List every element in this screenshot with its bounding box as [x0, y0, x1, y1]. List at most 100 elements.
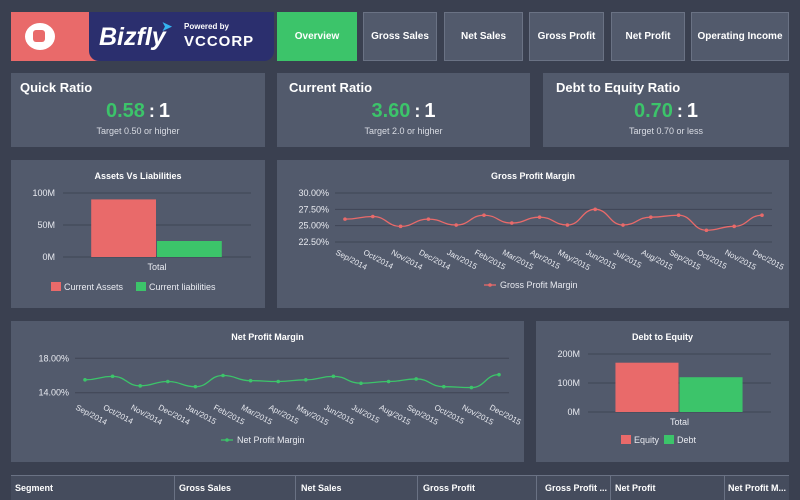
brand-name: Bizfly [99, 23, 166, 51]
chart-title: Gross Profit Margin [490, 171, 575, 181]
x-tick-label: Total [670, 417, 689, 427]
column-header-segment[interactable]: Segment [15, 483, 54, 493]
brand-banner: Bizfly ➤ Powered by VCCORP [89, 12, 274, 61]
tab-gross-sales[interactable]: Gross Sales [363, 12, 437, 61]
segment-table-header: Segment Gross Sales Net Sales Gross Prof… [11, 475, 789, 500]
data-point [676, 213, 681, 218]
legend-label: Net Profit Margin [237, 435, 305, 445]
current-ratio-title: Current Ratio [289, 80, 373, 95]
column-divider [536, 476, 537, 500]
data-point [343, 217, 347, 221]
tab-operating-income[interactable]: Operating Income [691, 12, 789, 61]
tab-overview[interactable]: Overview [277, 12, 357, 61]
legend-label: Current liabilities [149, 282, 216, 292]
data-point [704, 228, 709, 233]
x-tick-label: Jul/2015 [350, 403, 381, 425]
column-divider [610, 476, 611, 500]
data-point [359, 381, 363, 386]
ratio-separator: : [148, 101, 155, 121]
debt-to-equity-ratio-title: Debt to Equity Ratio [556, 80, 681, 95]
debt-to-equity-chart: 0M 100M 200M Total Equity Debt [557, 349, 771, 445]
column-header-gross-profit[interactable]: Gross Profit [423, 483, 476, 493]
ratio-denominator: 1 [686, 100, 699, 122]
quick-ratio-target: Target 0.50 or higher [96, 126, 180, 136]
x-tick-label: Oct/2014 [102, 403, 135, 426]
gross-profit-margin-panel: Gross Profit Margin 22.50% 25.00% 27.50% 30… [277, 160, 789, 308]
column-header-net-profit-margin[interactable]: Net Profit M... [728, 483, 786, 493]
column-header-gross-profit-margin[interactable]: Gross Profit ... [545, 483, 608, 493]
x-tick-label: Apr/2015 [267, 403, 300, 426]
y-tick-label: 18.00% [38, 353, 69, 363]
x-tick-label: Oct/2015 [695, 248, 728, 271]
column-divider [417, 476, 418, 500]
data-point [760, 213, 764, 218]
net-profit-margin-panel: Net Profit Margin 14.00% 18.00% Sep/2014 Oc… [11, 321, 524, 462]
data-point [166, 379, 170, 384]
column-header-gross-sales[interactable]: Gross Sales [179, 483, 232, 493]
data-point [83, 378, 87, 382]
partner-logo: VCCORP [184, 33, 255, 50]
gross-profit-margin-chart: 22.50%25.00%27.50%30.00%Sep/2014Oct/2014… [298, 188, 786, 290]
data-point [469, 385, 474, 390]
y-tick-label: 0M [567, 407, 580, 417]
dashboard-logo-icon [25, 23, 55, 50]
x-tick-label: Jan/2015 [184, 403, 218, 427]
data-point [442, 384, 446, 389]
data-point [482, 213, 486, 218]
y-tick-label: 14.00% [38, 388, 69, 398]
quick-ratio-title: Quick Ratio [20, 80, 93, 95]
data-point [386, 379, 391, 384]
data-point [454, 223, 458, 227]
ratio-separator: : [414, 101, 421, 121]
series-line [84, 373, 500, 389]
data-point [221, 373, 225, 378]
bar [91, 199, 156, 257]
tab-gross-profit[interactable]: Gross Profit [529, 12, 604, 61]
x-tick-label: Total [147, 262, 166, 272]
data-point [248, 378, 253, 383]
column-divider [295, 476, 296, 500]
series-line [344, 208, 763, 231]
y-tick-label: 30.00% [298, 188, 329, 198]
column-header-net-sales[interactable]: Net Sales [301, 483, 342, 493]
data-point [426, 217, 431, 221]
powered-by-label: Powered by [184, 22, 229, 31]
x-tick-label: Dec/2015 [751, 248, 786, 272]
legend-marker [488, 283, 492, 287]
quick-ratio-card: Quick Ratio 0.58:1 Target 0.50 or higher [11, 73, 265, 147]
data-point [510, 221, 514, 225]
chart-title: Net Profit Margin [231, 332, 304, 342]
data-point [276, 379, 281, 384]
y-tick-label: 200M [557, 349, 580, 359]
legend-swatch [664, 435, 674, 444]
column-divider [724, 476, 725, 500]
x-tick-label: Apr/2015 [529, 248, 562, 271]
data-point [732, 224, 736, 229]
y-tick-label: 22.50% [298, 237, 329, 247]
current-ratio-card: Current Ratio 3.60:1 Target 2.0 or highe… [277, 73, 530, 147]
bar [157, 241, 222, 257]
tab-net-profit[interactable]: Net Profit [611, 12, 685, 61]
tab-net-sales[interactable]: Net Sales [444, 12, 523, 61]
y-tick-label: 25.00% [298, 221, 329, 231]
current-ratio-number: 3.60 [371, 100, 411, 122]
ratio-denominator: 1 [424, 100, 436, 122]
column-header-net-profit[interactable]: Net Profit [615, 483, 656, 493]
quick-ratio-number: 0.58 [105, 100, 145, 122]
ratio-separator: : [676, 101, 683, 121]
y-tick-label: 100M [557, 378, 580, 388]
legend-label: Current Assets [64, 282, 124, 292]
debt-to-equity-ratio-number: 0.70 [633, 100, 673, 122]
current-ratio-target: Target 2.0 or higher [364, 126, 443, 136]
data-point [497, 372, 501, 377]
quick-ratio-value: 0.58:1 [11, 100, 265, 123]
chart-title: Debt to Equity [632, 332, 693, 342]
data-point [621, 223, 625, 227]
y-tick-label: 50M [37, 220, 55, 230]
bar [679, 377, 743, 412]
legend-marker [225, 438, 229, 442]
logo-tile[interactable]: Bizfly ➤ Powered by VCCORP [11, 12, 274, 61]
data-point [193, 384, 198, 389]
legend-label: Debt [677, 435, 697, 445]
legend-swatch [51, 282, 61, 291]
